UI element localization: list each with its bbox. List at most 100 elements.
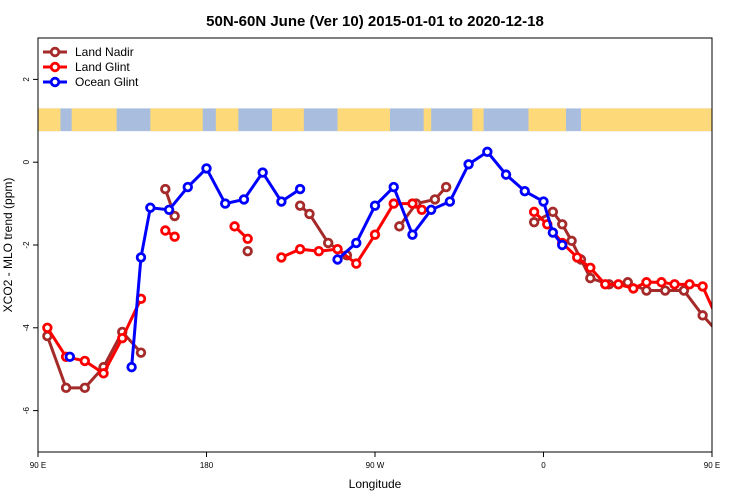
series-1-point-10: [276, 252, 287, 263]
series-2-point-11: [294, 183, 306, 195]
legend-label-1: Land Glint: [75, 60, 130, 74]
series-2-point-14: [369, 200, 381, 211]
x-tick-label-2: 90 W: [366, 461, 385, 470]
series-1-point-18: [416, 204, 428, 216]
series-1-point-14: [351, 258, 362, 269]
series-1-point-4: [117, 332, 128, 344]
map-land-6: [423, 108, 432, 132]
map-land-8: [528, 108, 566, 132]
series-0-point-2: [79, 382, 91, 394]
series-0-point-13: [394, 221, 405, 232]
series-1-point-32: [718, 324, 726, 332]
series-2-point-5: [182, 181, 193, 193]
series-2-point-18: [444, 196, 456, 207]
series-0-line-3: [398, 186, 448, 228]
series-1-point-9: [242, 233, 253, 244]
map-land-2: [150, 108, 203, 132]
series-0-point-29: [718, 332, 726, 340]
series-2-point-1: [126, 361, 137, 373]
series-1-point-6: [160, 225, 171, 236]
map-band: [38, 108, 750, 132]
series-2-point-24: [547, 227, 559, 238]
series-1: [42, 198, 726, 379]
map-land-1: [71, 108, 117, 132]
series-2-point-21: [500, 169, 512, 180]
map-land-10: [708, 108, 712, 132]
series-2-point-8: [238, 194, 250, 205]
x-tick-label-4: 90 E: [704, 461, 720, 470]
series-0-point-11: [322, 237, 334, 249]
map-land-5: [337, 108, 390, 132]
series-1-point-24: [600, 279, 611, 290]
series-2-point-13: [351, 237, 362, 249]
series-0-point-5: [135, 347, 147, 358]
series-1-point-15: [369, 229, 381, 240]
series-0-point-1: [60, 382, 72, 394]
legend-item-0: Land Nadir: [43, 45, 134, 59]
series-0-point-16: [440, 181, 452, 193]
y-axis: -6 -4 -2 0 2: [22, 77, 38, 414]
y-tick-label-4: 2: [22, 77, 31, 82]
series-0-point-7: [169, 210, 180, 222]
series-2-point-9: [257, 167, 268, 178]
series-2-point-15: [388, 181, 399, 193]
series-0: [42, 181, 744, 394]
series-0-point-6: [160, 183, 171, 195]
series-2-line-0: [130, 166, 301, 368]
series-0-point-28: [697, 310, 708, 321]
series-1-point-19: [528, 206, 540, 218]
series-2: [64, 146, 748, 373]
series-0-point-19: [557, 219, 568, 230]
series-2-point-19: [463, 159, 474, 170]
series-0-point-26: [659, 285, 671, 296]
series-2-point-26: [740, 353, 748, 361]
series-2-point-23: [538, 196, 549, 207]
x-axis: 90 E 180 90 W 0 90 E: [30, 452, 720, 470]
series-1-point-28: [656, 277, 667, 288]
series-1-point-16: [388, 198, 399, 209]
series-0-point-8: [242, 246, 253, 257]
series-0-point-17: [528, 217, 540, 228]
series-0-point-15: [429, 194, 441, 205]
series-1-point-27: [641, 277, 652, 288]
legend-label-0: Land Nadir: [75, 45, 134, 59]
series-1-point-12: [313, 246, 325, 257]
series-1-point-11: [294, 243, 306, 255]
series-0-point-30: [736, 384, 744, 392]
series-1-point-25: [613, 279, 624, 290]
series-1-point-0: [42, 322, 53, 333]
series-2-point-6: [201, 163, 212, 174]
series-0-point-27: [678, 285, 690, 296]
series-1-point-7: [169, 231, 180, 242]
series-2-point-10: [276, 196, 287, 207]
series-2-point-20: [482, 146, 493, 158]
map-land-3: [215, 108, 239, 132]
plot-frame: [37, 37, 713, 453]
y-tick-label-2: -2: [22, 241, 31, 249]
legend-marker-1: [49, 61, 61, 73]
y-tick-label-0: -6: [22, 406, 31, 414]
y-tick-label-1: -4: [22, 324, 31, 332]
legend-marker-0: [49, 46, 61, 58]
series-layer: [42, 146, 748, 394]
x-tick-label-1: 180: [200, 461, 214, 470]
series-1-point-26: [628, 283, 639, 294]
series-0-point-22: [585, 272, 596, 284]
series-1-point-31: [697, 281, 708, 292]
map-land-11: [746, 108, 750, 131]
map-land-0: [38, 108, 61, 132]
series-2-point-4: [163, 204, 175, 216]
series-1-point-3: [98, 368, 109, 379]
series-2-point-3: [145, 202, 156, 213]
series-2-point-0: [64, 351, 76, 362]
y-axis-label: XCO2 - MLO trend (ppm): [1, 178, 15, 313]
series-2-point-22: [519, 185, 530, 197]
series-2-point-25: [557, 239, 568, 251]
series-1-point-30: [684, 279, 695, 290]
series-0-point-9: [294, 200, 306, 211]
series-1-point-22: [572, 252, 583, 263]
series-1-line-0: [46, 298, 143, 375]
series-2-point-17: [425, 204, 437, 216]
